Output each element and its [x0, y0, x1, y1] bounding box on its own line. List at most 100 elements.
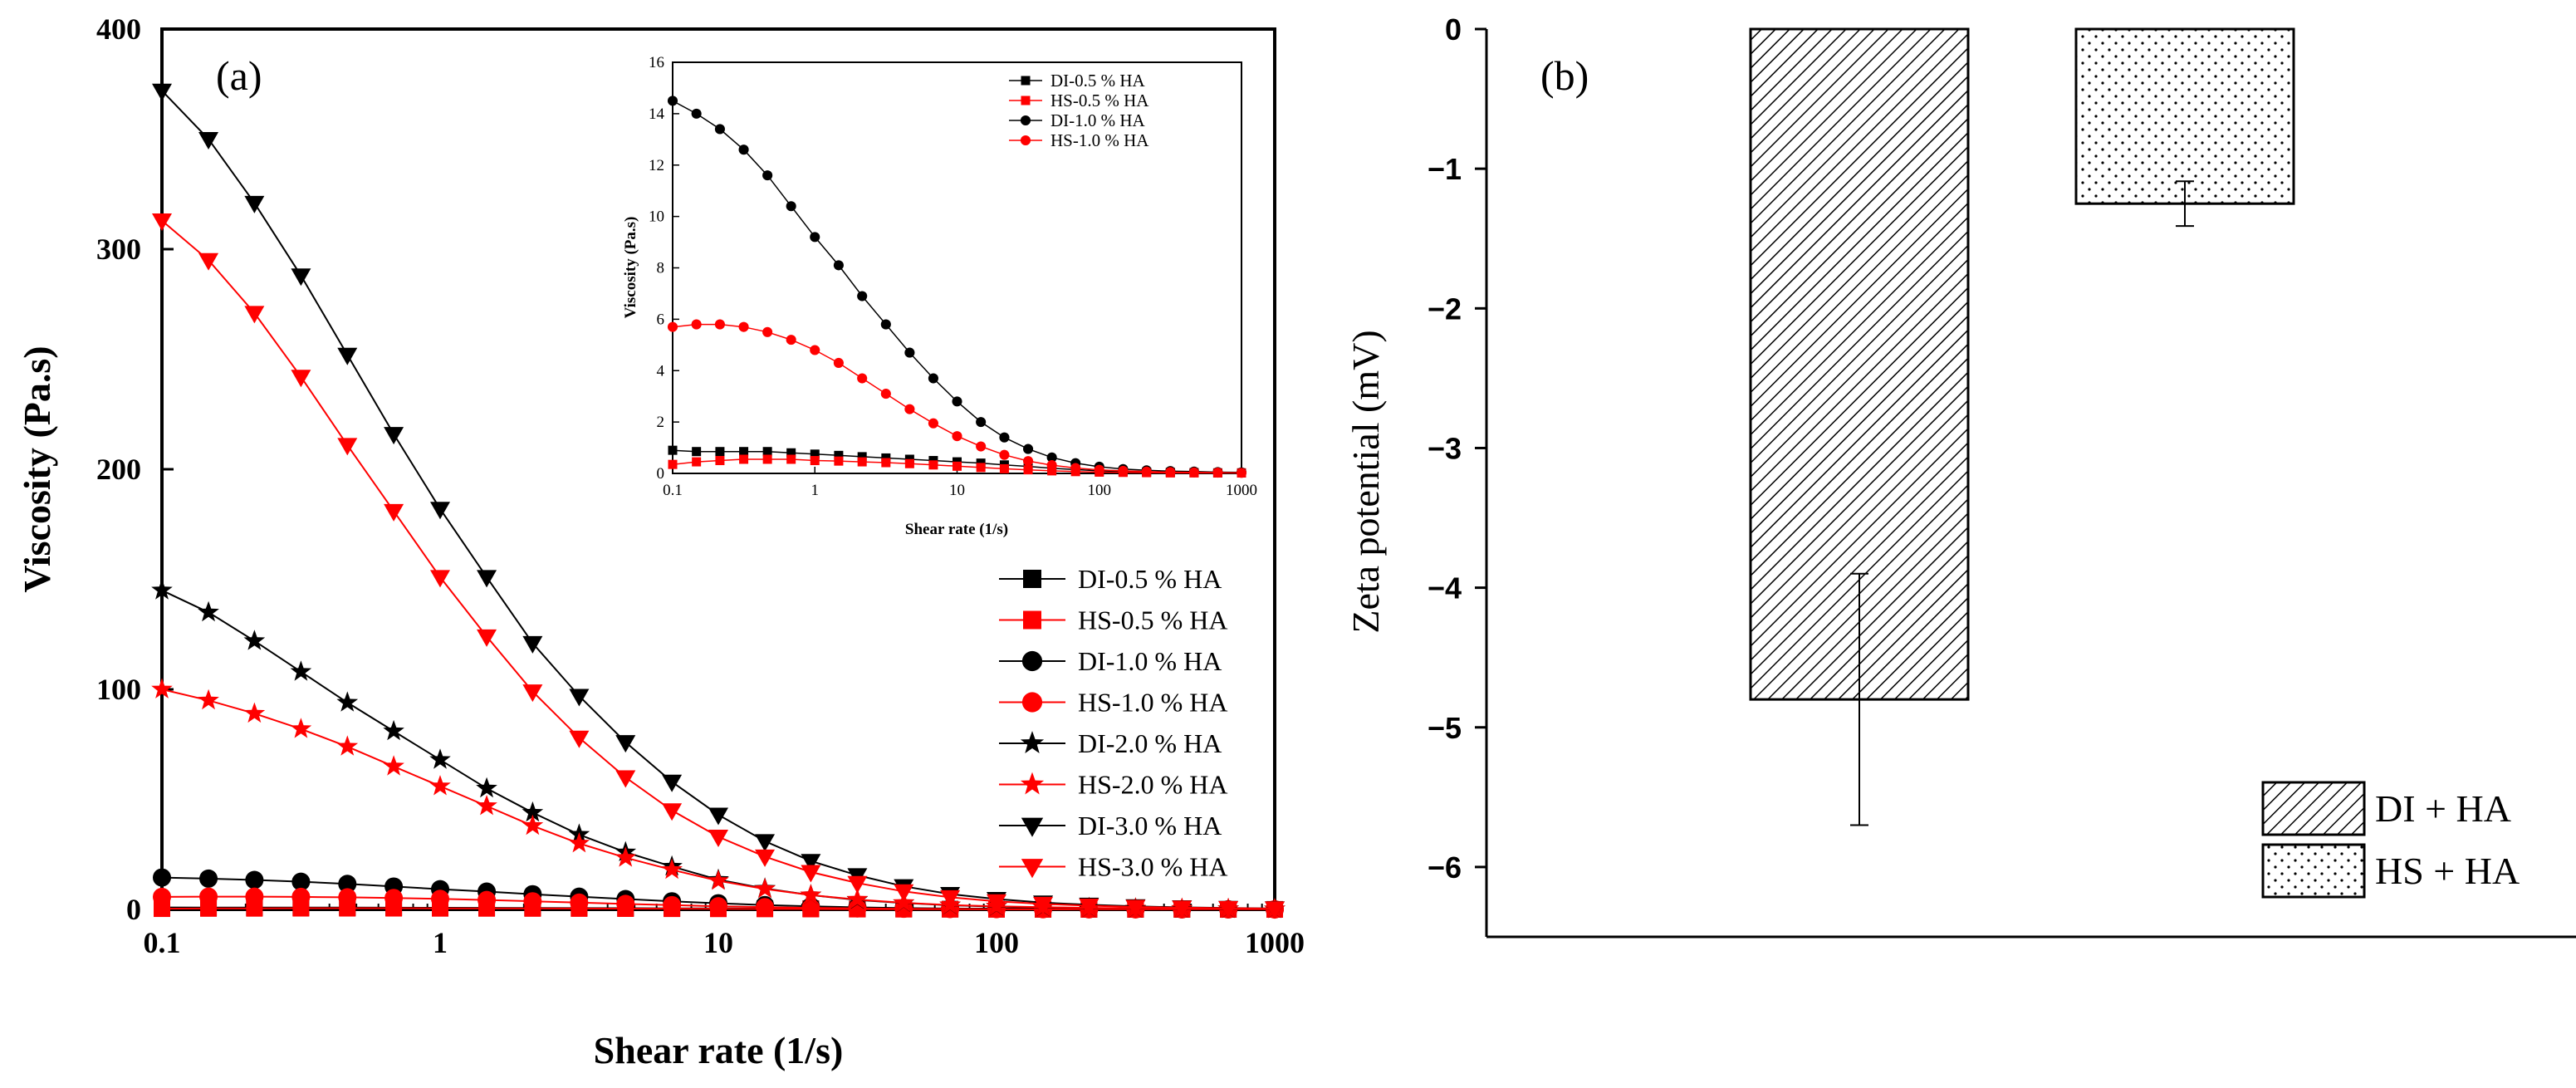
data-point	[430, 570, 450, 588]
data-point	[477, 629, 497, 647]
inset-data-point	[738, 321, 749, 332]
legend-marker	[1020, 772, 1045, 795]
y-tick-label: −6	[1428, 850, 1462, 885]
data-point	[290, 718, 312, 738]
inset-x-tick-label: 0.1	[663, 482, 683, 499]
inset-data-point	[999, 463, 1009, 473]
data-point	[1172, 900, 1193, 919]
data-point	[244, 306, 265, 324]
inset-data-point	[976, 417, 987, 428]
legend-swatch	[2261, 781, 2366, 836]
y-tick-label: −5	[1428, 711, 1462, 745]
inset-data-point	[1118, 465, 1129, 476]
data-point	[198, 600, 219, 622]
inset-legend-marker	[1020, 115, 1031, 126]
inset-data-point	[952, 396, 962, 407]
inset-y-tick-label: 8	[657, 260, 665, 277]
y-tick-label: −4	[1428, 571, 1462, 605]
panel-a-x-axis-label: Shear rate (1/s)	[594, 1029, 844, 1071]
inset-data-point	[928, 373, 938, 384]
inset-data-point	[762, 454, 772, 464]
bar-2	[2074, 27, 2295, 205]
inset-data-point	[1141, 466, 1152, 477]
data-point	[198, 689, 219, 710]
inset-data-point	[1236, 468, 1247, 478]
data-point	[477, 890, 497, 909]
inset-data-point	[834, 456, 844, 466]
x-tick-label: 10	[703, 926, 733, 959]
data-point	[151, 579, 173, 600]
legend-marker	[1023, 570, 1041, 588]
inset-data-point	[928, 418, 938, 429]
data-point	[801, 854, 821, 872]
y-tick-label: −3	[1428, 431, 1462, 465]
data-point	[476, 795, 497, 816]
inset-data-point	[953, 461, 962, 471]
panel-b-label: (b)	[1540, 52, 1589, 99]
inset-x-tick-label: 10	[949, 482, 965, 499]
inset-y-tick-label: 4	[657, 362, 665, 380]
data-point	[243, 630, 266, 650]
inset-legend-label: DI-0.5 % HA	[1050, 71, 1146, 91]
inset-data-point	[692, 447, 702, 457]
inset-data-point	[668, 445, 678, 455]
inset-data-point	[692, 457, 702, 467]
legend-label: DI + HA	[2375, 787, 2511, 830]
y-tick-label: 300	[96, 233, 141, 266]
data-point	[847, 875, 868, 894]
inset-legend-label: HS-1.0 % HA	[1050, 130, 1149, 150]
inset-y-tick-label: 10	[649, 208, 664, 226]
panel-b-zeta-chart: (b) 0 −1 −2 −3 −4 −5 −6 Zeta potential (mV) DI…	[1344, 12, 2576, 939]
data-point	[384, 427, 404, 445]
inset-legend-marker	[1020, 135, 1031, 146]
data-point	[338, 875, 357, 894]
inset-data-point	[881, 458, 891, 468]
inset-y-tick-label: 16	[649, 54, 664, 71]
inset-data-point	[667, 96, 678, 106]
inset-data-point	[691, 108, 702, 119]
data-point	[708, 830, 728, 848]
inset-data-point	[762, 326, 773, 337]
inset-x-tick-label: 1000	[1226, 482, 1257, 499]
data-point	[337, 347, 358, 365]
data-point	[987, 894, 1006, 912]
panel-a-label: (a)	[216, 52, 262, 99]
x-tick-label: 0.1	[144, 926, 181, 959]
inset-legend-marker	[1021, 76, 1031, 86]
inset-data-point	[1070, 463, 1081, 473]
inset-data-point	[1023, 465, 1033, 475]
data-point	[291, 370, 311, 388]
inset-data-point	[999, 432, 1010, 443]
y-tick-label: 100	[96, 673, 141, 706]
data-point	[199, 887, 218, 906]
data-point	[245, 887, 264, 906]
panel-b-axes: 0 −1 −2 −3 −4 −5 −6	[1428, 12, 1486, 885]
inset-data-point	[928, 460, 938, 470]
inset-data-point	[881, 453, 891, 463]
data-point	[800, 884, 822, 904]
legend-swatch	[2261, 843, 2366, 899]
data-point	[569, 730, 590, 748]
data-point	[755, 849, 776, 867]
data-point	[708, 870, 729, 890]
inset-data-point	[786, 201, 796, 212]
data-point	[384, 889, 404, 908]
data-point	[846, 888, 869, 909]
panel-a-series	[151, 83, 1286, 919]
y-tick-label: 0	[126, 893, 141, 926]
inset-data-point	[904, 404, 915, 414]
inset-data-point	[738, 145, 749, 155]
data-point	[476, 777, 497, 798]
x-tick-label: 1	[433, 926, 448, 959]
y-tick-label: 400	[96, 12, 141, 46]
data-point	[291, 887, 311, 906]
inset-data-point	[715, 456, 725, 466]
data-point	[153, 868, 171, 887]
inset-data-point	[668, 459, 678, 469]
data-point	[429, 748, 451, 769]
inset-data-point	[810, 456, 820, 466]
data-point	[662, 803, 683, 821]
data-point	[663, 895, 682, 914]
x-tick-label: 100	[974, 926, 1019, 959]
y-tick-label: −2	[1428, 292, 1462, 326]
